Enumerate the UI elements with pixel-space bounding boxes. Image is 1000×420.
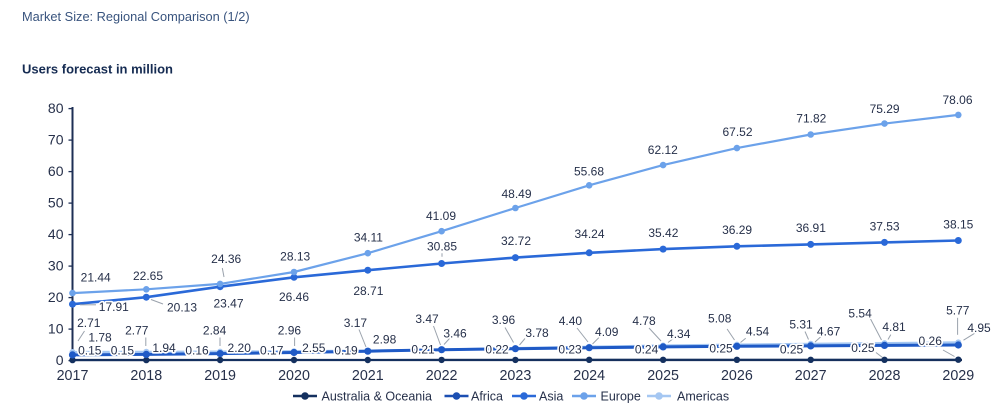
svg-text:4.40: 4.40: [559, 314, 583, 328]
svg-text:Australia & Oceania: Australia & Oceania: [322, 390, 433, 404]
svg-text:78.06: 78.06: [942, 93, 972, 107]
svg-text:2017: 2017: [57, 368, 89, 384]
svg-text:62.12: 62.12: [648, 143, 678, 157]
svg-text:2.96: 2.96: [278, 324, 302, 338]
svg-text:3.46: 3.46: [443, 327, 467, 341]
svg-text:2.20: 2.20: [228, 341, 252, 355]
svg-text:67.52: 67.52: [722, 125, 752, 139]
svg-text:17.91: 17.91: [99, 300, 129, 314]
svg-text:Users forecast in million: Users forecast in million: [22, 62, 173, 77]
svg-text:Africa: Africa: [471, 390, 503, 404]
svg-text:2.98: 2.98: [373, 333, 397, 347]
svg-text:2024: 2024: [573, 368, 605, 384]
svg-text:3.47: 3.47: [415, 312, 439, 326]
svg-text:2020: 2020: [278, 368, 310, 384]
svg-text:55.68: 55.68: [574, 164, 604, 178]
svg-text:2.55: 2.55: [302, 341, 326, 355]
svg-text:2028: 2028: [869, 368, 901, 384]
svg-text:23.47: 23.47: [213, 297, 243, 311]
svg-text:30.85: 30.85: [427, 239, 457, 253]
svg-text:70: 70: [48, 131, 64, 147]
svg-text:28.13: 28.13: [280, 250, 310, 264]
svg-text:4.67: 4.67: [817, 325, 841, 339]
svg-text:4.09: 4.09: [595, 325, 619, 339]
svg-text:2027: 2027: [795, 368, 827, 384]
svg-text:0.25: 0.25: [780, 342, 804, 356]
svg-text:0: 0: [56, 352, 64, 368]
svg-text:34.24: 34.24: [574, 227, 604, 241]
svg-text:3.96: 3.96: [492, 313, 516, 327]
svg-text:5.08: 5.08: [708, 311, 732, 325]
svg-text:5.54: 5.54: [848, 307, 872, 321]
svg-text:Europe: Europe: [601, 390, 641, 404]
svg-text:Asia: Asia: [539, 390, 563, 404]
svg-text:2019: 2019: [204, 368, 236, 384]
svg-text:48.49: 48.49: [501, 187, 531, 201]
svg-text:30: 30: [48, 257, 64, 273]
svg-text:75.29: 75.29: [870, 102, 900, 116]
svg-text:0.24: 0.24: [635, 343, 659, 357]
svg-text:60: 60: [48, 163, 64, 179]
svg-text:2026: 2026: [721, 368, 753, 384]
svg-text:0.15: 0.15: [111, 344, 135, 358]
svg-text:41.09: 41.09: [426, 209, 456, 223]
svg-text:36.29: 36.29: [722, 223, 752, 237]
svg-text:3.78: 3.78: [525, 326, 549, 340]
svg-text:0.17: 0.17: [260, 344, 284, 358]
svg-text:50: 50: [48, 194, 64, 210]
svg-text:3.17: 3.17: [344, 316, 368, 330]
svg-text:4.78: 4.78: [632, 314, 656, 328]
svg-text:4.54: 4.54: [746, 325, 770, 339]
svg-text:0.16: 0.16: [185, 344, 209, 358]
svg-text:2022: 2022: [426, 368, 458, 384]
svg-text:0.21: 0.21: [411, 343, 435, 357]
svg-text:4.95: 4.95: [967, 321, 991, 335]
svg-text:0.15: 0.15: [78, 344, 102, 358]
svg-text:0.25: 0.25: [709, 342, 733, 356]
svg-text:20: 20: [48, 289, 64, 305]
svg-text:36.91: 36.91: [796, 221, 826, 235]
svg-text:0.22: 0.22: [485, 343, 509, 357]
svg-text:5.77: 5.77: [946, 303, 970, 317]
svg-text:32.72: 32.72: [501, 234, 531, 248]
svg-text:0.25: 0.25: [851, 341, 875, 355]
svg-text:4.81: 4.81: [882, 320, 906, 334]
svg-text:2.77: 2.77: [125, 324, 149, 338]
svg-text:Americas: Americas: [677, 390, 729, 404]
svg-text:2.71: 2.71: [77, 316, 101, 330]
svg-text:4.34: 4.34: [667, 327, 691, 341]
svg-text:1.78: 1.78: [88, 331, 112, 345]
svg-text:2025: 2025: [647, 368, 679, 384]
svg-text:21.44: 21.44: [81, 270, 111, 284]
svg-text:10: 10: [48, 320, 64, 336]
svg-text:Market Size: Regional Comparis: Market Size: Regional Comparison (1/2): [22, 9, 250, 24]
svg-text:80: 80: [48, 100, 64, 116]
svg-text:2021: 2021: [352, 368, 384, 384]
svg-text:0.19: 0.19: [334, 344, 358, 358]
svg-text:71.82: 71.82: [796, 112, 826, 126]
svg-text:22.65: 22.65: [133, 269, 163, 283]
svg-text:28.71: 28.71: [353, 284, 383, 298]
svg-text:2018: 2018: [130, 368, 162, 384]
svg-text:35.42: 35.42: [648, 226, 678, 240]
svg-text:0.26: 0.26: [919, 334, 943, 348]
svg-text:2.84: 2.84: [203, 324, 227, 338]
svg-text:1.94: 1.94: [152, 341, 176, 355]
svg-text:20.13: 20.13: [167, 301, 197, 315]
svg-text:37.53: 37.53: [870, 219, 900, 233]
svg-text:38.15: 38.15: [943, 218, 973, 232]
svg-text:5.31: 5.31: [789, 317, 813, 331]
svg-text:40: 40: [48, 226, 64, 242]
svg-text:2029: 2029: [942, 368, 974, 384]
svg-text:2023: 2023: [499, 368, 531, 384]
svg-text:34.11: 34.11: [354, 231, 383, 245]
svg-text:0.23: 0.23: [558, 343, 582, 357]
svg-text:26.46: 26.46: [279, 290, 309, 304]
svg-text:24.36: 24.36: [211, 252, 241, 266]
